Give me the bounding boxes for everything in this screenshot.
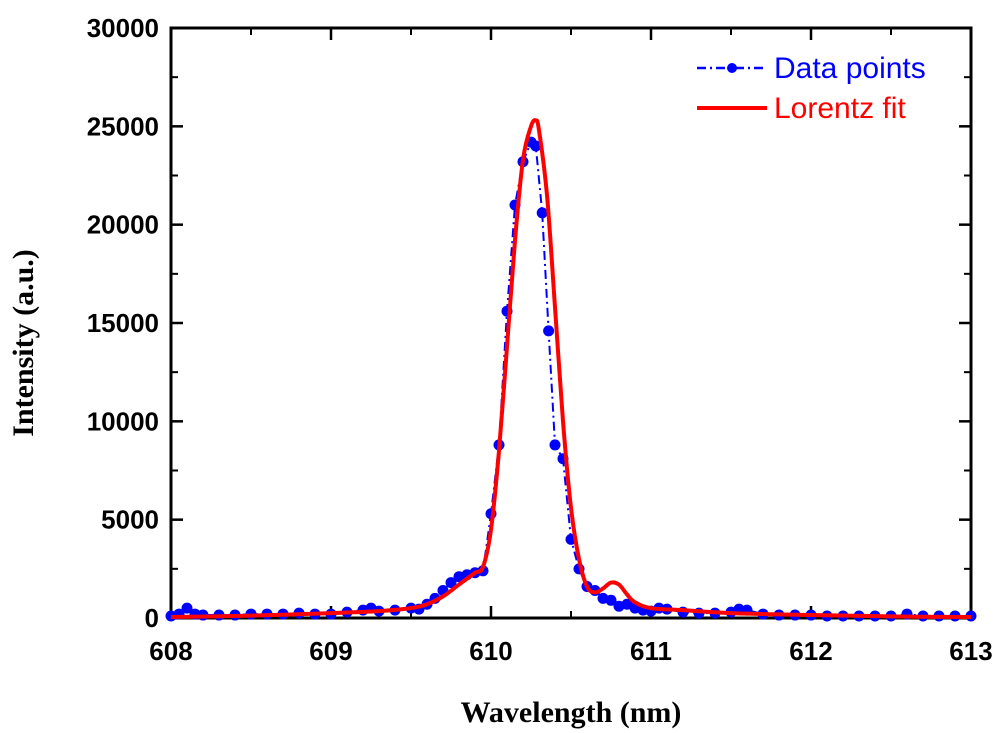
lorentz-fit-curve <box>170 118 972 620</box>
data-point <box>530 140 542 152</box>
series-lorentz-fit <box>170 118 972 620</box>
x-tick-label: 611 <box>630 636 672 666</box>
data-point <box>181 602 193 614</box>
x-tick-label: 608 <box>149 636 192 666</box>
data-point <box>536 207 548 219</box>
y-tick-label: 0 <box>145 603 159 633</box>
y-tick-label: 25000 <box>87 111 159 141</box>
x-axis-ticks: 608 609 610 611 612 613 <box>149 28 993 666</box>
legend-data-points-marker <box>727 63 737 73</box>
y-tick-label: 30000 <box>87 13 159 43</box>
x-tick-label: 609 <box>309 636 352 666</box>
y-tick-label: 20000 <box>87 210 159 240</box>
y-axis-title: Intensity (a.u.) <box>7 249 40 437</box>
data-point <box>543 325 555 337</box>
data-point <box>549 439 561 451</box>
x-axis-title: Wavelength (nm) <box>461 696 682 729</box>
x-tick-label: 612 <box>789 636 832 666</box>
legend-lorentz-fit-label: Lorentz fit <box>774 92 906 125</box>
legend-data-points-label: Data points <box>774 52 926 85</box>
y-tick-label: 5000 <box>101 505 159 535</box>
x-tick-label: 610 <box>469 636 512 666</box>
x-tick-label: 613 <box>949 636 992 666</box>
y-axis-ticks: 0 5000 10000 15000 20000 25000 30000 <box>87 13 971 633</box>
data-point <box>445 577 457 589</box>
data-point <box>605 594 617 606</box>
legend: Data points Lorentz fit <box>697 52 926 125</box>
y-tick-label: 15000 <box>87 308 159 338</box>
y-tick-label: 10000 <box>87 406 159 436</box>
